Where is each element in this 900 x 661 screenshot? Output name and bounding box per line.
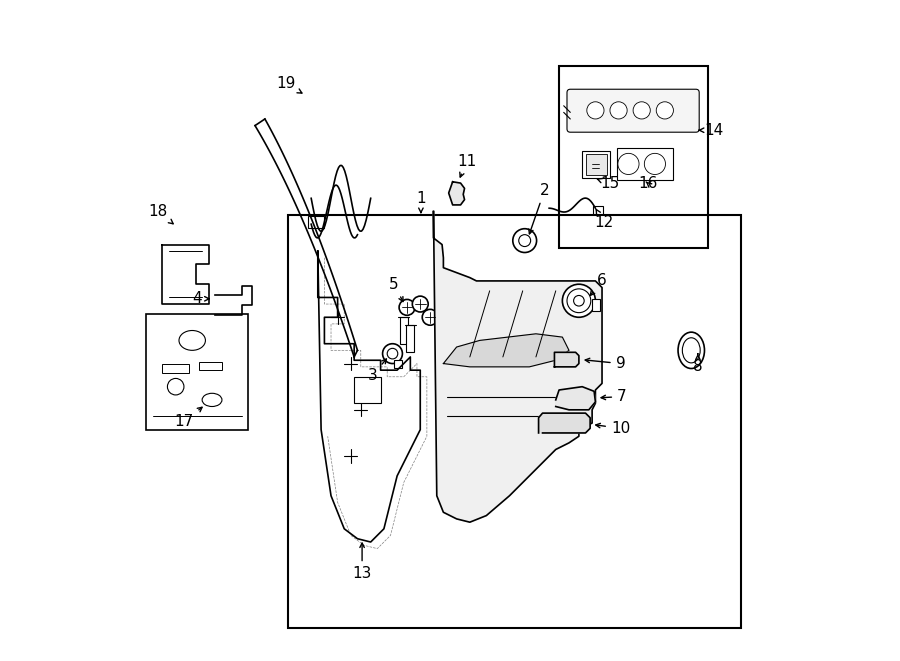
Text: 7: 7 xyxy=(601,389,626,404)
Circle shape xyxy=(387,348,398,359)
Bar xyxy=(586,154,607,175)
Ellipse shape xyxy=(678,332,705,369)
Ellipse shape xyxy=(682,338,700,363)
Bar xyxy=(288,215,741,628)
Circle shape xyxy=(567,289,590,313)
Bar xyxy=(199,362,222,370)
Circle shape xyxy=(644,153,665,175)
Text: 8: 8 xyxy=(693,354,703,374)
Circle shape xyxy=(518,235,531,247)
Bar xyxy=(400,317,408,344)
Bar xyxy=(559,66,707,248)
Polygon shape xyxy=(554,352,579,367)
Text: 14: 14 xyxy=(699,123,724,137)
Text: 3: 3 xyxy=(368,359,386,383)
Circle shape xyxy=(513,229,536,253)
Circle shape xyxy=(633,102,651,119)
Polygon shape xyxy=(556,387,596,410)
Text: 2: 2 xyxy=(529,183,549,234)
Bar xyxy=(355,377,381,403)
Circle shape xyxy=(399,299,415,315)
Text: 6: 6 xyxy=(590,274,607,295)
Text: 12: 12 xyxy=(594,210,614,230)
Circle shape xyxy=(573,295,584,306)
Text: 15: 15 xyxy=(598,176,619,191)
Text: 5: 5 xyxy=(389,277,403,301)
Bar xyxy=(394,360,401,368)
Text: 9: 9 xyxy=(585,356,625,371)
Bar xyxy=(146,314,248,430)
Text: 4: 4 xyxy=(193,292,209,306)
Bar xyxy=(582,151,610,178)
Text: 19: 19 xyxy=(276,77,302,93)
Circle shape xyxy=(656,102,673,119)
Bar xyxy=(593,206,603,214)
Circle shape xyxy=(610,102,627,119)
Bar xyxy=(308,216,324,228)
Bar xyxy=(592,299,600,311)
Text: 16: 16 xyxy=(639,176,658,191)
Text: 11: 11 xyxy=(457,154,476,177)
Circle shape xyxy=(618,153,639,175)
Polygon shape xyxy=(434,212,602,522)
Circle shape xyxy=(562,284,596,317)
Polygon shape xyxy=(538,413,590,433)
Circle shape xyxy=(382,344,402,364)
FancyBboxPatch shape xyxy=(567,89,699,132)
Bar xyxy=(616,148,673,180)
Polygon shape xyxy=(449,182,464,205)
Text: 18: 18 xyxy=(148,204,173,224)
Bar xyxy=(163,364,189,373)
Text: 1: 1 xyxy=(416,191,426,212)
Circle shape xyxy=(587,102,604,119)
Text: 10: 10 xyxy=(596,421,630,436)
Text: 13: 13 xyxy=(353,543,372,581)
Text: 17: 17 xyxy=(175,407,202,429)
Polygon shape xyxy=(444,334,569,367)
Bar xyxy=(407,325,414,352)
Circle shape xyxy=(412,296,428,312)
Circle shape xyxy=(422,309,438,325)
